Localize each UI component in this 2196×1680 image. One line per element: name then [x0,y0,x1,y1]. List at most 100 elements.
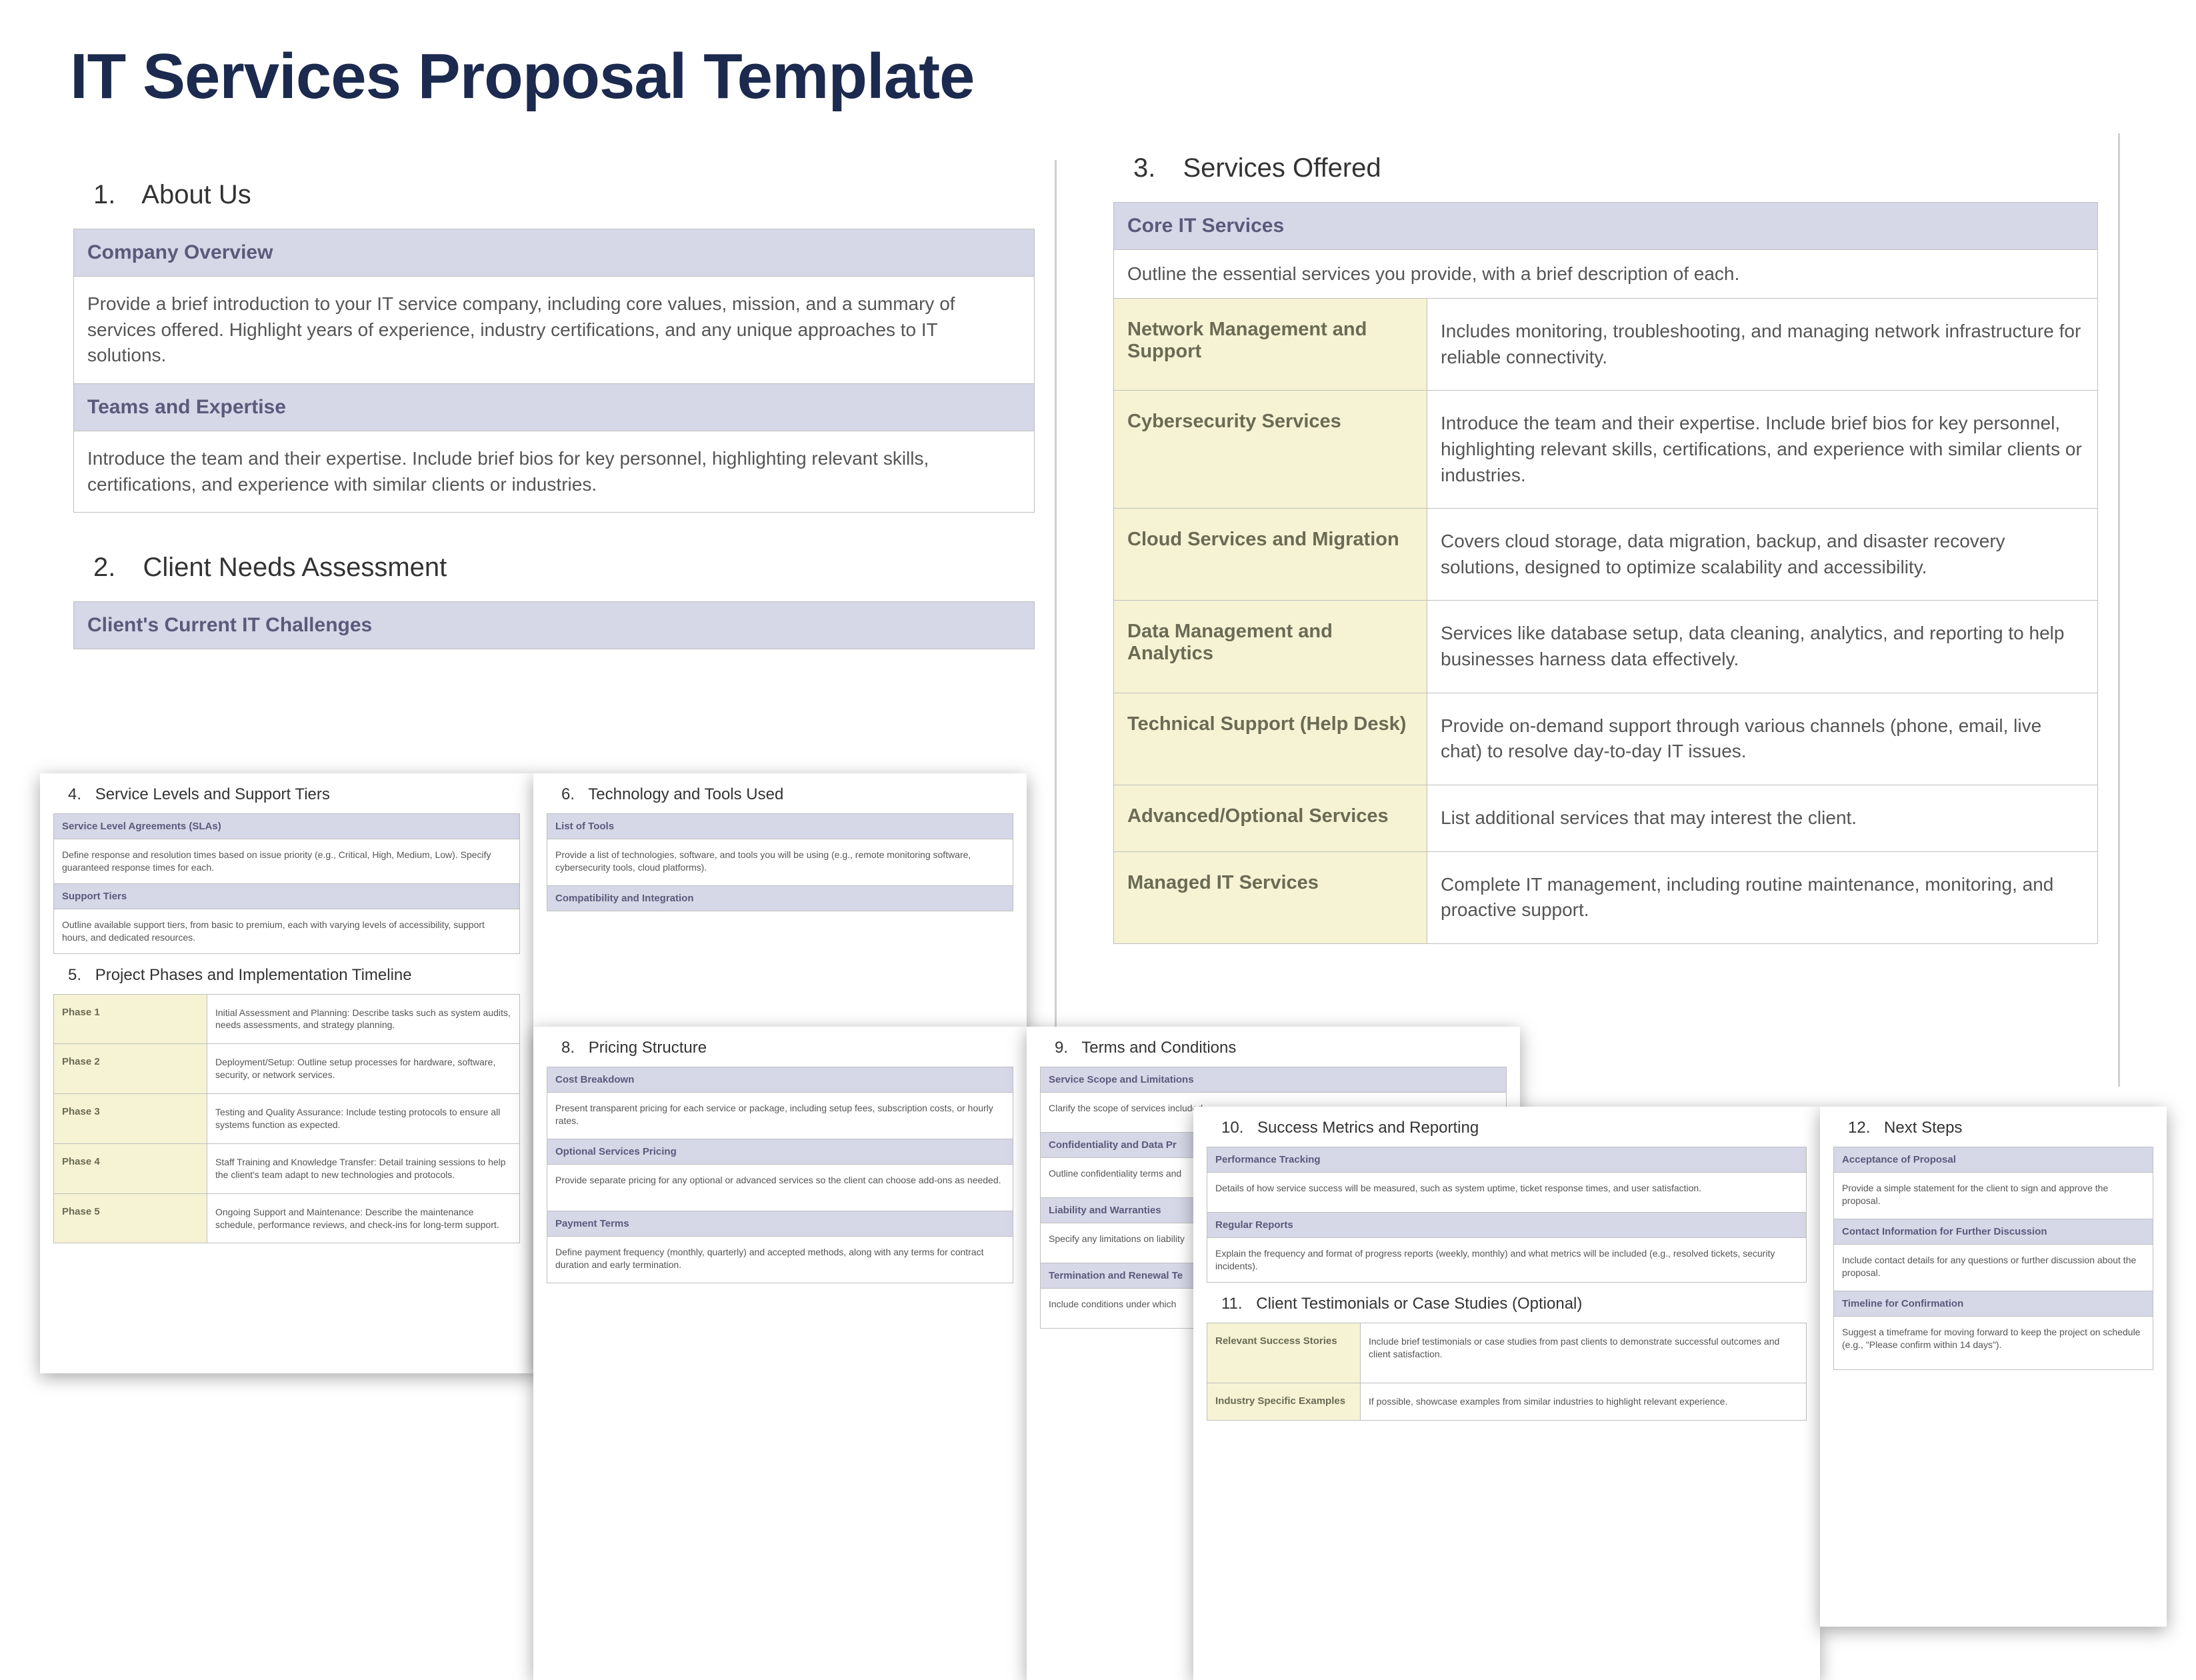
table-row: Present transparent pricing for each ser… [547,1093,1013,1139]
table-row: Service Level Agreements (SLAs) [54,814,520,839]
case-key: Industry Specific Examples [1207,1383,1361,1420]
section-8-num: 8. [561,1039,575,1057]
section-11-label: Client Testimonials or Case Studies (Opt… [1256,1295,1582,1313]
table-row: Service Scope and Limitations [1041,1067,1507,1093]
block-body: Provide a brief introduction to your IT … [74,277,1035,384]
section-1-label: About Us [141,180,251,209]
block-body: Present transparent pricing for each ser… [547,1093,1013,1139]
table-row: Company Overview [74,229,1035,277]
block-body: Introduce the team and their expertise. … [74,431,1035,512]
section-6-num: 6. [561,785,575,803]
table-row: Phase 4Staff Training and Knowledge Tran… [54,1143,520,1193]
table-row: Cloud Services and MigrationCovers cloud… [1114,509,2098,601]
table-row: Regular Reports [1207,1213,1807,1238]
case-val: If possible, showcase examples from simi… [1361,1383,1807,1420]
table-row: Introduce the team and their expertise. … [74,431,1035,512]
service-key: Cybersecurity Services [1114,391,1427,509]
section-2-num: 2. [93,553,115,582]
block-header: Contact Information for Further Discussi… [1834,1219,2153,1245]
service-key: Managed IT Services [1114,851,1427,943]
phase-key: Phase 2 [54,1044,207,1094]
table-row: Performance Tracking [1207,1147,1807,1173]
service-key: Advanced/Optional Services [1114,785,1427,851]
block-header: Service Level Agreements (SLAs) [54,814,520,839]
block-body: Provide separate pricing for any optiona… [547,1165,1013,1211]
table-row: Provide a brief introduction to your IT … [74,277,1035,384]
section-4-label: Service Levels and Support Tiers [95,785,330,803]
phase-key: Phase 4 [54,1143,207,1193]
section-4-table: Service Level Agreements (SLAs) Define r… [53,813,520,954]
phase-val: Staff Training and Knowledge Transfer: D… [207,1143,520,1193]
section-6-label: Technology and Tools Used [588,785,783,803]
table-row: Cost Breakdown [547,1067,1013,1093]
section-12-title: 12. Next Steps [1820,1107,2167,1147]
block-body: Provide a simple statement for the clien… [1834,1173,2153,1219]
page-2: 3. Services Offered Core IT Services Out… [1093,133,2120,1087]
table-row: Relevant Success StoriesInclude brief te… [1207,1323,1807,1383]
section-10-title: 10. Success Metrics and Reporting [1193,1107,1820,1147]
table-row: Client's Current IT Challenges [74,602,1035,649]
panel-12: 12. Next Steps Acceptance of Proposal Pr… [1820,1107,2167,1627]
table-row: Provide separate pricing for any optiona… [547,1165,1013,1211]
section-9-title: 9. Terms and Conditions [1027,1027,1520,1067]
service-key: Cloud Services and Migration [1114,509,1427,601]
section-12-label: Next Steps [1884,1119,1962,1137]
phase-val: Testing and Quality Assurance: Include t… [207,1094,520,1144]
section-9-label: Terms and Conditions [1081,1039,1236,1057]
service-key: Technical Support (Help Desk) [1114,693,1427,785]
section-4-title: 4. Service Levels and Support Tiers [40,773,533,813]
section-8-label: Pricing Structure [589,1039,707,1057]
section-3-table: Core IT Services Outline the essential s… [1113,202,2098,944]
section-12-table: Acceptance of Proposal Provide a simple … [1833,1147,2153,1370]
section-10-table: Performance Tracking Details of how serv… [1207,1147,1807,1283]
table-row: Managed IT ServicesComplete IT managemen… [1114,851,2098,943]
section-8-table: Cost Breakdown Present transparent prici… [547,1067,1013,1283]
table-row: Include contact details for any question… [1834,1245,2153,1291]
service-val: Complete IT management, including routin… [1427,851,2098,943]
block-header: Acceptance of Proposal [1834,1147,2153,1173]
section-5-label: Project Phases and Implementation Timeli… [95,966,412,984]
section-12-num: 12. [1848,1119,1870,1137]
page-title: IT Services Proposal Template [70,40,974,113]
table-row: Define response and resolution times bas… [54,839,520,884]
block-header: Support Tiers [54,883,520,909]
section-11-table: Relevant Success StoriesInclude brief te… [1207,1323,1807,1421]
service-val: Covers cloud storage, data migration, ba… [1427,509,2098,601]
table-row: Teams and Expertise [74,383,1035,431]
section-2-label: Client Needs Assessment [143,553,447,582]
section-4-num: 4. [68,785,81,803]
block-body: Define payment frequency (monthly, quart… [547,1237,1013,1283]
phase-key: Phase 3 [54,1094,207,1144]
table-row: Explain the frequency and format of prog… [1207,1238,1807,1283]
service-key: Data Management and Analytics [1114,601,1427,693]
block-header: Core IT Services [1114,203,2098,250]
service-key: Network Management and Support [1114,299,1427,391]
section-1-table: Company Overview Provide a brief introdu… [73,229,1035,513]
table-row: Suggest a timeframe for moving forward t… [1834,1317,2153,1370]
table-row: Outline available support tiers, from ba… [54,909,520,953]
section-11-num: 11. [1221,1295,1243,1313]
block-header: Client's Current IT Challenges [74,602,1035,649]
block-header: Teams and Expertise [74,383,1035,431]
block-body: Include contact details for any question… [1834,1245,2153,1291]
section-1-num: 1. [93,180,115,209]
section-11-title: 11. Client Testimonials or Case Studies … [1193,1283,1820,1323]
case-val: Include brief testimonials or case studi… [1361,1323,1807,1383]
phase-val: Ongoing Support and Maintenance: Describ… [207,1193,520,1243]
phase-key: Phase 5 [54,1193,207,1243]
section-1-title: 1. About Us [53,160,1055,229]
panel-8: 8. Pricing Structure Cost Breakdown Pres… [533,1027,1027,1680]
table-row: Phase 1Initial Assessment and Planning: … [54,994,520,1044]
section-3-title: 3. Services Offered [1093,133,2118,202]
block-header: Service Scope and Limitations [1041,1067,1507,1093]
block-header: Optional Services Pricing [547,1139,1013,1165]
table-row: Technical Support (Help Desk)Provide on-… [1114,693,2098,785]
phase-val: Initial Assessment and Planning: Describ… [207,994,520,1044]
block-desc: Outline the essential services you provi… [1114,250,2098,299]
section-6-table: List of Tools Provide a list of technolo… [547,813,1013,911]
table-row: Cybersecurity ServicesIntroduce the team… [1114,391,2098,509]
table-row: Phase 2Deployment/Setup: Outline setup p… [54,1044,520,1094]
case-key: Relevant Success Stories [1207,1323,1361,1383]
block-header: Timeline for Confirmation [1834,1291,2153,1317]
section-6-title: 6. Technology and Tools Used [533,773,1027,813]
